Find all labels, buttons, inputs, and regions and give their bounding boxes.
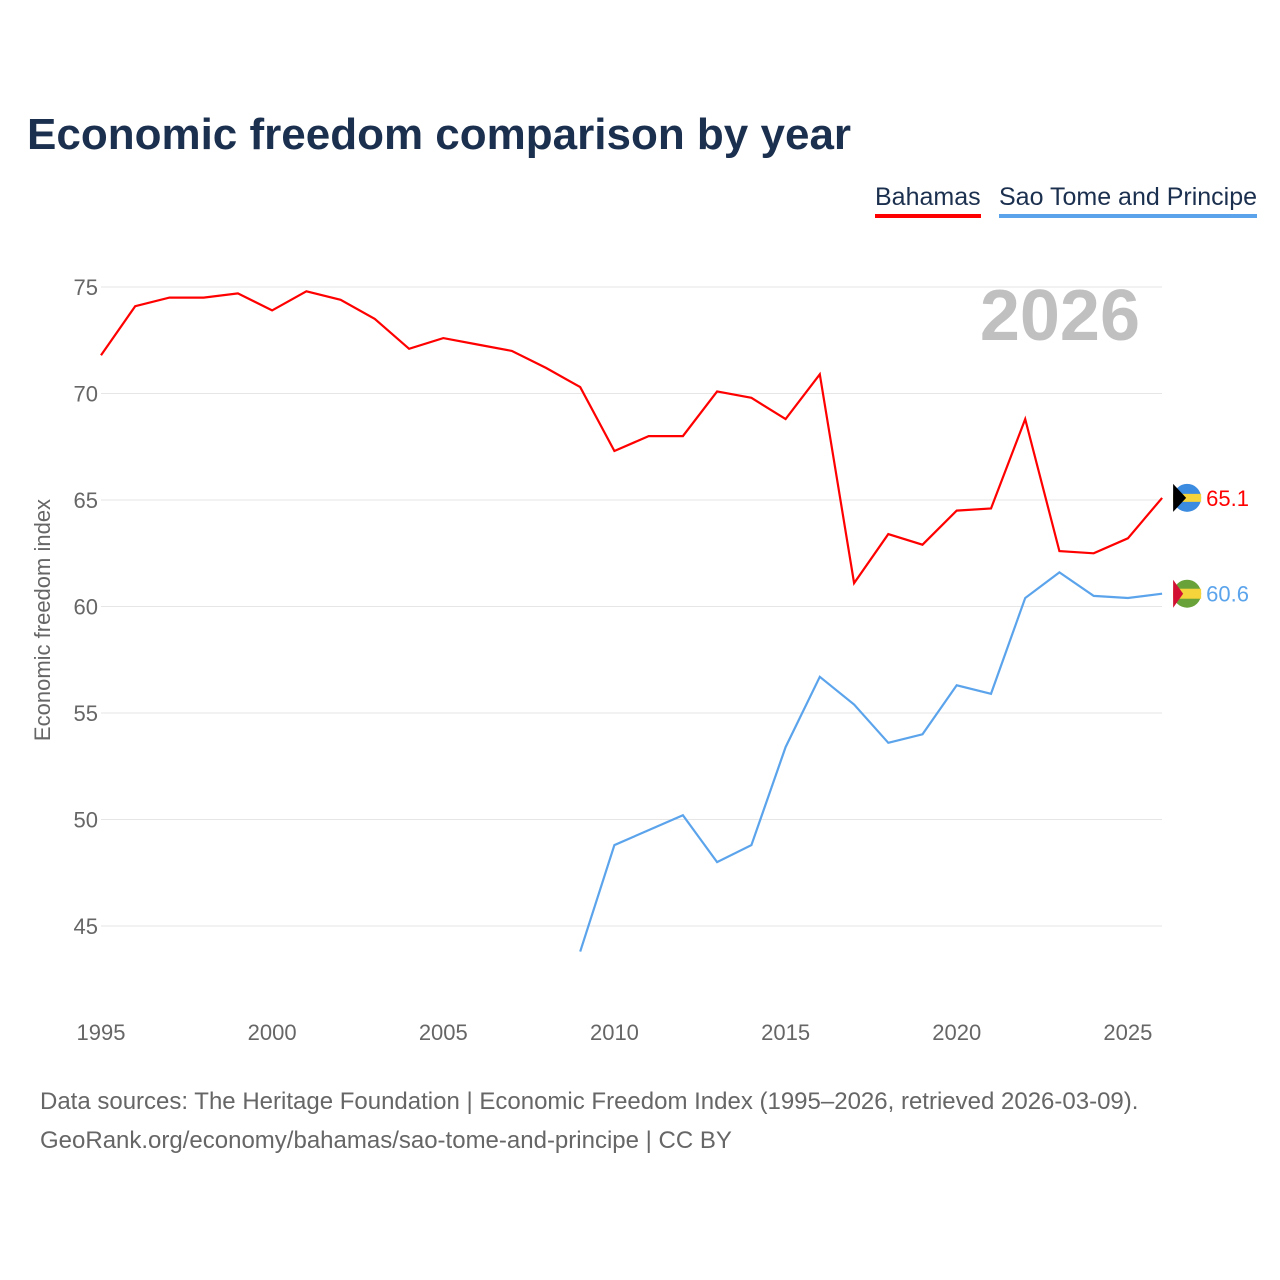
- legend-sao-tome[interactable]: Sao Tome and Principe: [999, 183, 1258, 218]
- y-tick-label: 45: [74, 914, 98, 939]
- y-tick-label: 55: [74, 701, 98, 726]
- x-tick-label: 2010: [590, 1020, 639, 1045]
- chart-title: Economic freedom comparison by year: [27, 110, 852, 159]
- legend-bahamas[interactable]: Bahamas: [875, 183, 981, 218]
- x-tick-label: 2005: [419, 1020, 468, 1045]
- flag-triangle: [1173, 483, 1187, 512]
- y-tick-label: 50: [74, 808, 98, 833]
- flag-triangle: [1173, 579, 1184, 608]
- year-watermark: 2026: [980, 276, 1140, 356]
- end-value-label-1: 60.6: [1206, 582, 1249, 607]
- flag-stripe: [1173, 588, 1202, 599]
- end-value-label-0: 65.1: [1206, 486, 1249, 511]
- source-line-2[interactable]: GeoRank.org/economy/bahamas/sao-tome-and…: [40, 1127, 732, 1154]
- y-tick-label: 70: [74, 382, 98, 407]
- x-tick-label: 2020: [932, 1020, 981, 1045]
- x-tick-label: 2025: [1103, 1020, 1152, 1045]
- y-tick-label: 75: [74, 275, 98, 300]
- flag-stripe: [1173, 493, 1202, 502]
- series-line-0: [100, 290, 1163, 586]
- x-tick-label: 2015: [761, 1020, 810, 1045]
- x-tick-label: 2000: [248, 1020, 297, 1045]
- y-tick-label: 65: [74, 488, 98, 513]
- source-line-1: Data sources: The Heritage Foundation | …: [40, 1088, 1139, 1115]
- y-axis-label: Economic freedom index: [30, 499, 55, 741]
- y-tick-label: 60: [74, 595, 98, 620]
- x-tick-label: 1995: [77, 1020, 126, 1045]
- series-line-1: [579, 571, 1163, 952]
